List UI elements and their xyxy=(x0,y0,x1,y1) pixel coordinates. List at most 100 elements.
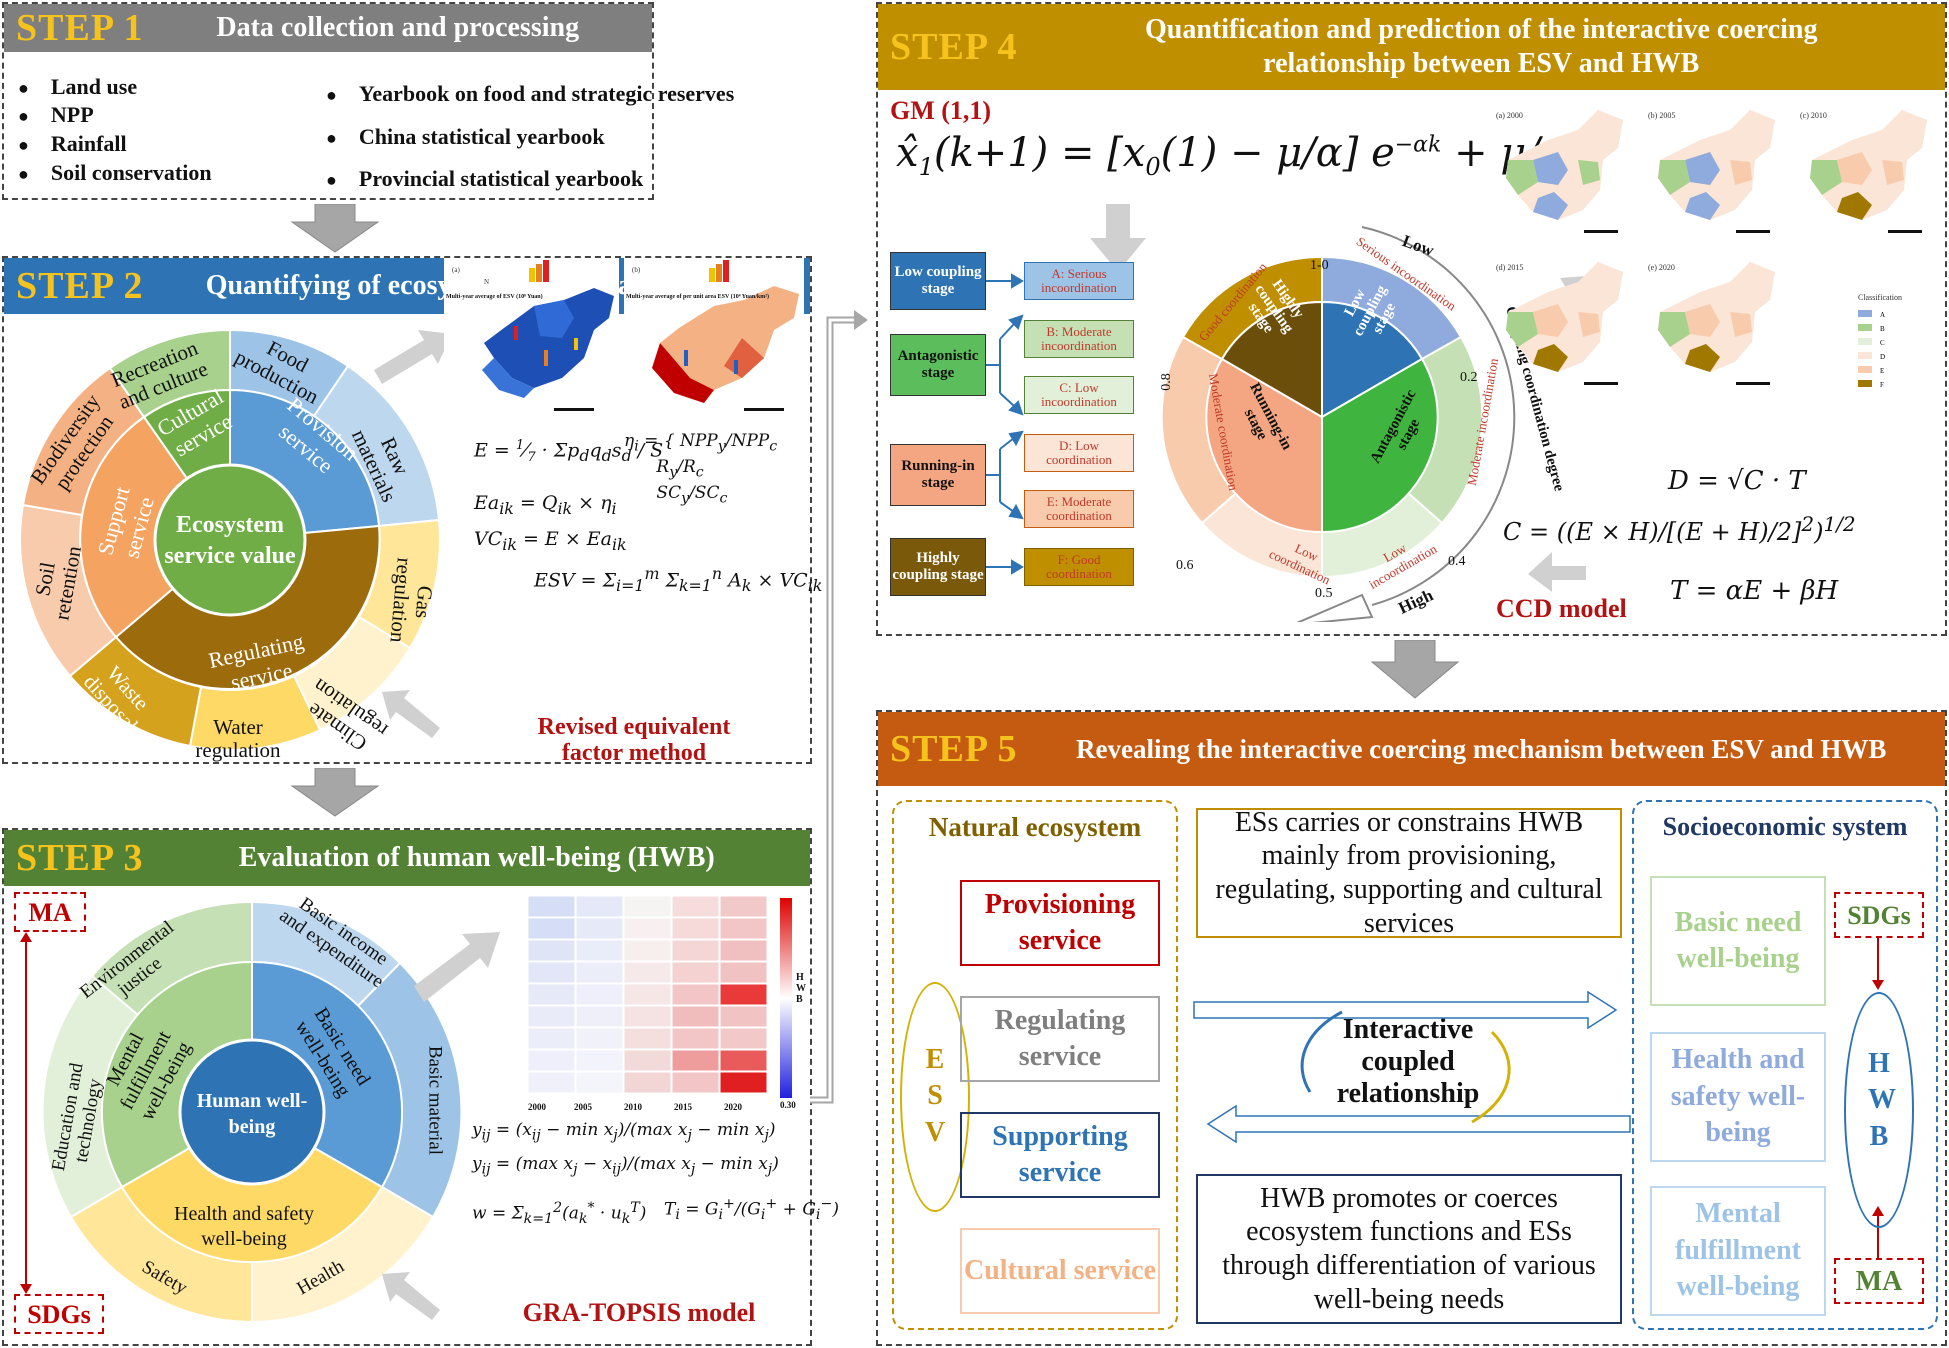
connector-step3-step4 xyxy=(810,310,868,1104)
formula-esv: ESV = Σi=1m Σk=1n Ak × VCik xyxy=(534,564,823,596)
label-water-regulation: Water regulation xyxy=(195,715,281,763)
provisioning-service-box: Provisioning service xyxy=(960,880,1160,966)
heatmap-col-0: 2000 xyxy=(528,1102,546,1112)
outcome-b: B: Moderate incoordination xyxy=(1024,320,1134,358)
step5-label: STEP 5 xyxy=(890,728,1018,770)
heatmap-cell xyxy=(671,917,720,940)
step3-panel: STEP 3 Evaluation of human well-being (H… xyxy=(2,828,839,1346)
step2-method-line1: Revised equivalent xyxy=(537,714,731,740)
heatmap-cell xyxy=(719,939,768,962)
heatmap-cell xyxy=(671,983,720,1006)
ccd-map-label-c: (c) 2010 xyxy=(1800,111,1827,120)
step5-title: Revealing the interactive coercing mecha… xyxy=(1076,733,1887,764)
core-antagonistic xyxy=(1321,357,1439,534)
outcome-a: A: Serious incoordination xyxy=(1024,262,1134,300)
heatmap-cell xyxy=(575,917,624,940)
tick-0-4: 0.4 xyxy=(1448,554,1466,569)
heatmap-cell xyxy=(527,983,576,1006)
natural-ecosystem-box xyxy=(892,800,1178,1330)
hwb-label: HWB xyxy=(1868,1048,1896,1152)
svg-text:E: E xyxy=(1880,367,1884,375)
heatmap-cell xyxy=(623,1049,672,1072)
svg-text:F: F xyxy=(1880,381,1884,389)
bottom-text-box: HWB promotes or coerces ecosystem functi… xyxy=(1196,1174,1622,1324)
heatmap-cell xyxy=(671,1071,720,1094)
heatmap-cell xyxy=(719,983,768,1006)
step2-label: STEP 2 xyxy=(16,265,144,307)
ccd-map xyxy=(1506,262,1623,385)
esv-map-a-caption: Multi-year average of ESV (10⁸ Yuan) xyxy=(446,294,543,300)
heatmap-cell xyxy=(719,1049,768,1072)
step1-item-soil-conservation: Soil conservation xyxy=(18,160,212,186)
ccd-maps: (a) 2000 (b) 2005 (c) 2010 (d) 2015 (e) … xyxy=(1496,110,1927,389)
basic-need-box: Basic need well-being xyxy=(1650,876,1826,1006)
heatmap-cell xyxy=(623,961,672,984)
esv-ellipse xyxy=(900,982,970,1212)
step1-title: Data collection and processing xyxy=(216,12,580,44)
heatmap-cell xyxy=(623,939,672,962)
core-highly-coupling xyxy=(1220,300,1323,419)
esv-map-a: (a) N Multi-year average of ESV (10⁸ Yua… xyxy=(444,258,619,418)
stage-low-coupling: Low coupling stage xyxy=(890,252,986,310)
heatmap-cell xyxy=(623,983,672,1006)
esv-wheel xyxy=(19,328,441,751)
ccd-map xyxy=(1658,262,1775,385)
heatmap-cell xyxy=(575,939,624,962)
svg-text:A: A xyxy=(1880,311,1885,319)
ma-sdgs-arrow xyxy=(20,932,32,1294)
heatmap-cell xyxy=(623,917,672,940)
heatmap-cell xyxy=(671,1027,720,1050)
heatmap-cell xyxy=(527,1071,576,1094)
heatmap-cell xyxy=(719,895,768,918)
heatmap-col-3: 2015 xyxy=(674,1102,692,1112)
heatmap-cell xyxy=(671,1005,720,1028)
core-running-in xyxy=(1205,357,1323,534)
step1-item-china-yearbook: China statistical yearbook xyxy=(326,124,605,150)
interactive-relationship: Interactive coupled relationship xyxy=(1336,1014,1480,1110)
formula-t: Ti = Gi+/(Gi+ + Gi−) xyxy=(664,1196,839,1224)
svg-text:C: C xyxy=(1880,339,1885,347)
heatmap-cell xyxy=(623,1005,672,1028)
svg-text:(b): (b) xyxy=(632,266,641,274)
formula-w: w = Σk=12(ak* · ukT) xyxy=(472,1200,647,1228)
heatmap-col-2: 2010 xyxy=(624,1102,642,1112)
natural-ecosystem-title: Natural ecosystem xyxy=(928,812,1142,842)
formula-eta: ηi = { NPPy/NPPc Ry/Rc SCy/SCc xyxy=(624,431,778,507)
hwb-ellipse xyxy=(1844,992,1914,1228)
regulating-service-box: Regulating service xyxy=(960,996,1160,1082)
step4-title: Quantification and prediction of the int… xyxy=(1017,13,1945,80)
tick-0-6: 0.6 xyxy=(1176,558,1194,573)
heatmap-cell xyxy=(671,939,720,962)
heatmap-max: 0.30 xyxy=(780,1100,796,1110)
step5-header: STEP 5 Revealing the interactive coercin… xyxy=(878,712,1945,786)
ccd-label: CCD model xyxy=(1496,594,1627,623)
heatmap-cell xyxy=(527,939,576,962)
formula-y2: yij = (max xj − xij)/(max xj − min xj) xyxy=(472,1154,779,1178)
heatmap-legend: HWB xyxy=(796,972,806,1005)
ccd-map xyxy=(1506,110,1623,233)
hwb-center xyxy=(178,1038,326,1186)
ccd-legend-title: Classification xyxy=(1858,293,1902,302)
hwb-center-label: Human well-being xyxy=(196,1090,308,1138)
coupling-ring xyxy=(1160,226,1516,622)
esv-map-b-caption: Multi-year average of per unit area ESV … xyxy=(626,294,770,300)
formula-d: D = √C · T xyxy=(1668,466,1806,496)
heatmap-cell xyxy=(575,1027,624,1050)
heatmap-cell xyxy=(575,1049,624,1072)
heatmap-cell xyxy=(719,1071,768,1094)
gm-label: GM (1,1) xyxy=(890,96,992,125)
heatmap-cell xyxy=(527,917,576,940)
heatmap-cell xyxy=(527,961,576,984)
arrow-wheel-to-heatmap xyxy=(414,932,500,1002)
hwb-heatmap xyxy=(527,895,792,1098)
socioeconomic-title: Socioeconomic system xyxy=(1662,812,1908,841)
heatmap-cell xyxy=(527,1005,576,1028)
heatmap-cell xyxy=(575,1005,624,1028)
svg-text:(a): (a) xyxy=(452,266,460,274)
arrow-wheel-to-maps xyxy=(374,330,452,384)
heatmap-cell xyxy=(527,1027,576,1050)
cultural-service-box: Cultural service xyxy=(960,1228,1160,1314)
formula-c: C = ((E × H)/[(E + H)/2]2)1/2 xyxy=(1503,512,1856,546)
ma-label: MA xyxy=(1834,1258,1924,1304)
label-health-safety-wellbeing: Health and safety well-being xyxy=(174,1203,314,1250)
